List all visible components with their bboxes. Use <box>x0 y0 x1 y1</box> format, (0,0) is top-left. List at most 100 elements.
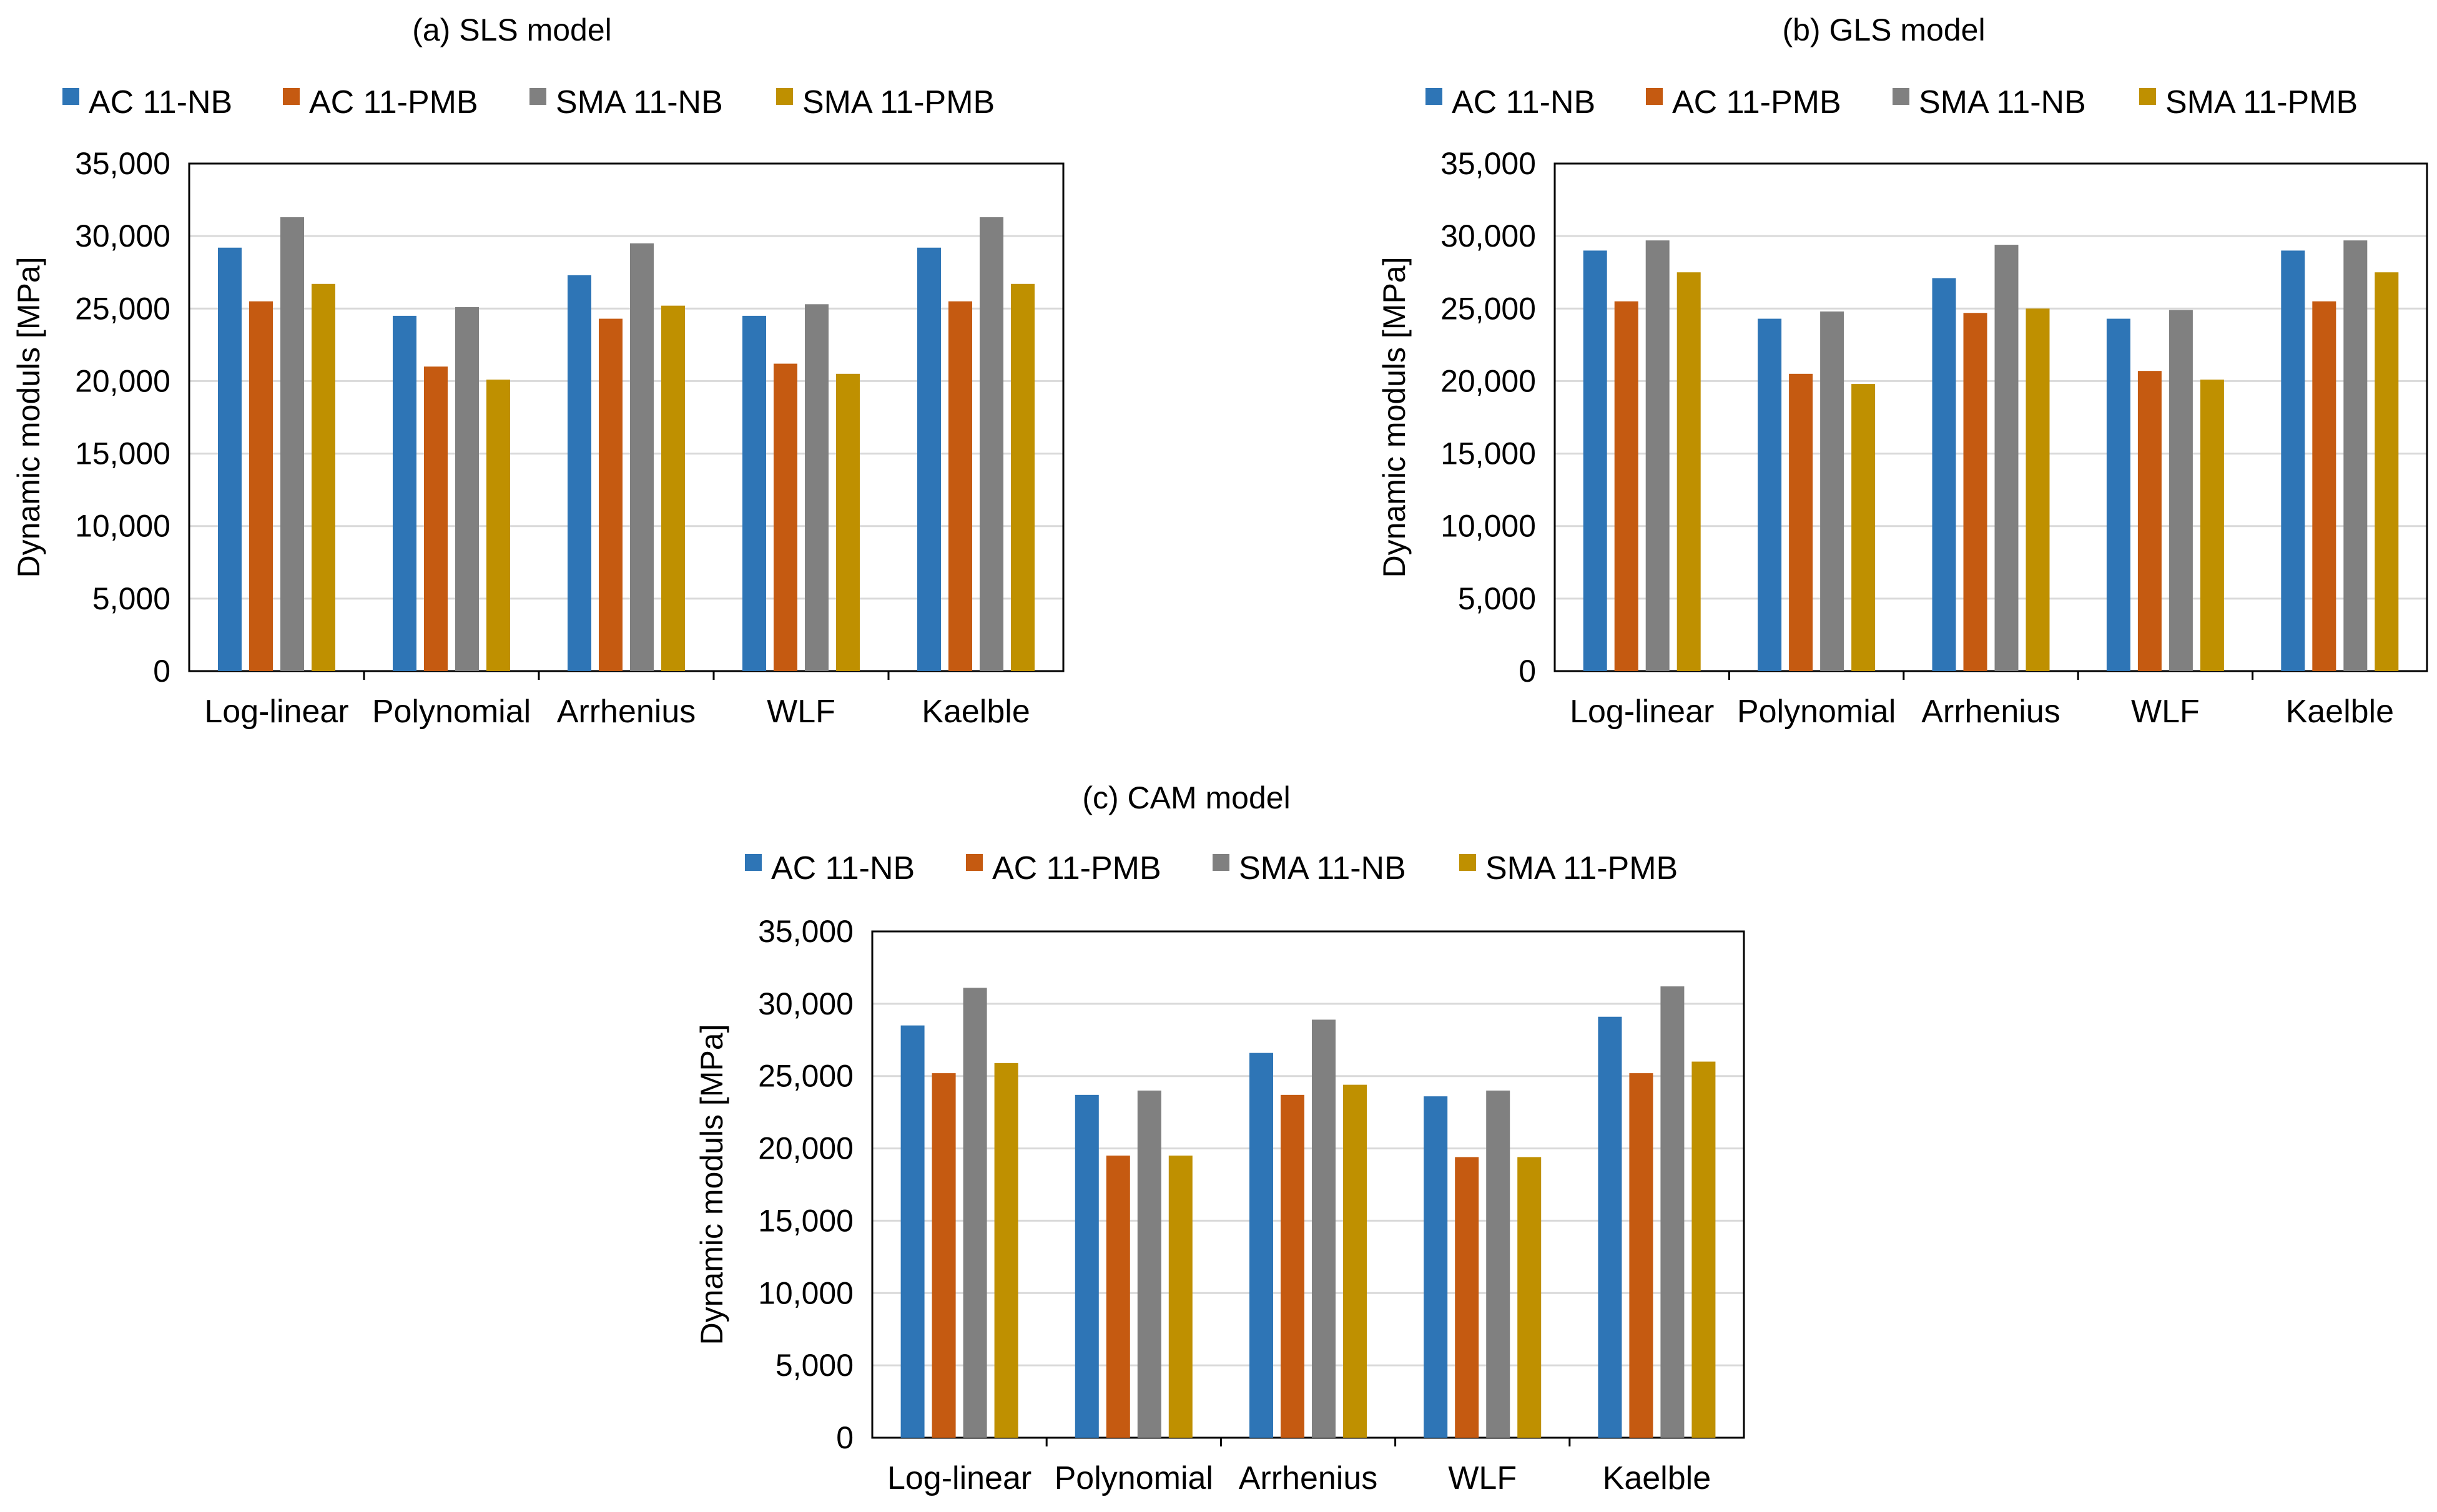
legend-label: SMA 11-PMB <box>802 84 995 120</box>
bar <box>455 307 479 671</box>
x-tick-label: WLF <box>767 694 835 730</box>
bar <box>994 1063 1018 1438</box>
y-tick-label: 35,000 <box>75 146 170 181</box>
bar <box>774 363 797 671</box>
y-tick-label: 5,000 <box>775 1348 854 1383</box>
bar <box>2343 240 2368 671</box>
bar <box>1455 1157 1479 1438</box>
chart-c: (c) CAM model AC 11-NB AC 11-PMB SMA 11-NB S… <box>694 780 1745 1496</box>
x-tick-label: Log-linear <box>1570 694 1714 730</box>
bar <box>2200 380 2224 671</box>
x-tick-label: Polynomial <box>372 694 531 730</box>
y-tick-label: 35,000 <box>758 914 854 949</box>
bar <box>1963 313 1987 671</box>
bar <box>1598 1016 1622 1438</box>
y-tick-label: 25,000 <box>1440 291 1536 326</box>
bar <box>1758 318 1782 671</box>
y-axis-label: Dynamic moduls [MPa] <box>11 257 46 577</box>
legend-swatch <box>966 854 983 871</box>
legend-swatch <box>283 88 300 105</box>
bar <box>1424 1096 1448 1438</box>
legend-label: SMA 11-PMB <box>1485 850 1678 886</box>
bar <box>1789 373 1813 671</box>
y-tick-label: 0 <box>836 1420 854 1455</box>
y-tick-label: 5,000 <box>1458 581 1536 616</box>
bar <box>218 247 242 671</box>
legend-swatch <box>1213 854 1229 871</box>
x-tick-label: WLF <box>1448 1460 1517 1496</box>
legend-label: SMA 11-NB <box>556 84 723 120</box>
legend-label: AC 11-PMB <box>992 850 1161 886</box>
bar <box>599 318 623 671</box>
legend-swatch <box>1425 88 1442 105</box>
bar <box>2169 310 2193 671</box>
bar <box>980 217 1003 672</box>
bar <box>917 247 941 671</box>
bar <box>1343 1084 1367 1438</box>
y-tick-label: 15,000 <box>75 436 170 471</box>
bar <box>1281 1094 1304 1438</box>
legend-label: AC 11-NB <box>771 850 915 886</box>
y-tick-label: 20,000 <box>75 363 170 398</box>
bar <box>1486 1090 1510 1438</box>
chart-a: (a) SLS model AC 11-NB AC 11-PMB SMA 11-NB S… <box>11 12 1065 730</box>
y-axis-label: Dynamic moduls [MPa] <box>694 1024 729 1345</box>
y-tick-label: 15,000 <box>758 1203 854 1238</box>
x-tick-label: Kaelble <box>2286 694 2394 730</box>
y-tick-label: 0 <box>153 654 170 689</box>
bar <box>1660 986 1685 1438</box>
y-tick-label: 30,000 <box>758 986 854 1021</box>
x-tick-label: Log-linear <box>204 694 348 730</box>
legend-swatch <box>2139 88 2156 105</box>
legend-label: SMA 11-PMB <box>2165 84 2358 120</box>
y-tick-label: 20,000 <box>758 1131 854 1166</box>
y-tick-label: 25,000 <box>75 291 170 326</box>
bar <box>805 304 829 671</box>
y-tick-label: 5,000 <box>92 581 170 616</box>
plot-border <box>188 162 1065 672</box>
bar <box>280 217 304 672</box>
bar <box>249 301 273 672</box>
y-tick-label: 20,000 <box>1440 363 1536 398</box>
y-tick-label: 30,000 <box>1440 218 1536 253</box>
y-tick-label: 25,000 <box>758 1059 854 1094</box>
legend-label: SMA 11-NB <box>1919 84 2086 120</box>
legend-swatch <box>1646 88 1663 105</box>
legend-swatch <box>62 88 79 105</box>
bar <box>2375 272 2399 671</box>
bar <box>1249 1053 1273 1438</box>
legend-label: AC 11-PMB <box>309 84 478 120</box>
chart-title: (a) SLS model <box>412 12 612 47</box>
bar <box>312 283 335 672</box>
x-tick-label: WLF <box>2131 694 2200 730</box>
y-axis-label: Dynamic moduls [MPa] <box>1377 257 1412 577</box>
bar <box>1691 1061 1716 1438</box>
x-tick-label: Arrhenius <box>557 694 696 730</box>
legend-label: AC 11-NB <box>89 84 232 120</box>
legend-swatch <box>776 88 793 105</box>
bar <box>2137 371 2162 671</box>
x-tick-label: Kaelble <box>1603 1460 1711 1496</box>
bar <box>424 366 448 671</box>
bar <box>2026 308 2050 671</box>
y-tick-label: 0 <box>1519 654 1536 689</box>
x-tick-label: Log-linear <box>887 1460 1031 1496</box>
bar <box>2312 301 2336 672</box>
bar <box>661 305 685 671</box>
bar <box>630 243 654 671</box>
x-tick-label: Kaelble <box>922 694 1030 730</box>
legend-swatch <box>1459 854 1476 871</box>
chart-title: (b) GLS model <box>1782 12 1985 47</box>
x-tick-label: Polynomial <box>1055 1460 1213 1496</box>
bar <box>948 301 972 672</box>
y-tick-label: 10,000 <box>75 509 170 544</box>
x-tick-label: Arrhenius <box>1239 1460 1378 1496</box>
bar <box>1820 311 1844 672</box>
bar <box>1645 240 1670 671</box>
bar <box>1106 1156 1130 1438</box>
bar <box>393 315 416 671</box>
legend-label: SMA 11-NB <box>1239 850 1406 886</box>
bar <box>1932 278 1956 671</box>
x-tick-label: Arrhenius <box>1921 694 2060 730</box>
